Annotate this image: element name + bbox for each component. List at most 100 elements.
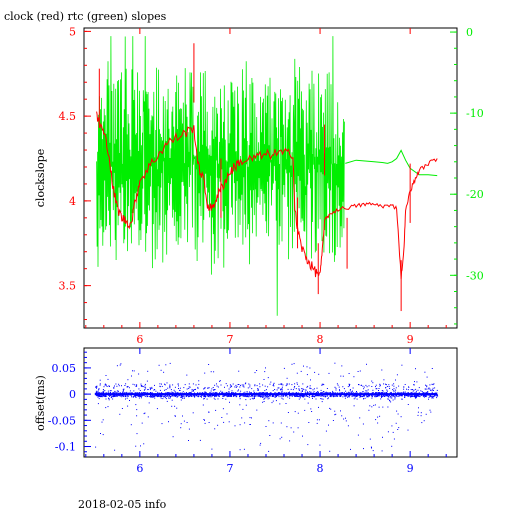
- offset-point: [221, 391, 223, 393]
- offset-point: [378, 406, 380, 408]
- offset-point: [362, 396, 364, 398]
- offset-point: [207, 395, 209, 397]
- offset-point: [415, 390, 417, 392]
- offset-point: [260, 442, 262, 444]
- offset-point: [432, 384, 434, 386]
- offset-point: [256, 370, 258, 371]
- offset-point: [318, 419, 320, 421]
- offset-point: [267, 396, 269, 398]
- offset-point: [306, 396, 308, 397]
- offset-point: [368, 394, 370, 396]
- offset-point: [321, 392, 323, 394]
- offset-point: [418, 395, 420, 397]
- offset-point: [203, 394, 205, 396]
- left-y-tick-label: 4: [69, 195, 76, 208]
- offset-point: [339, 390, 341, 392]
- offset-point: [210, 395, 212, 397]
- offset-point: [171, 395, 173, 397]
- offset-point: [131, 396, 133, 398]
- offset-point: [420, 390, 422, 392]
- offset-point: [136, 395, 138, 396]
- offset-point: [133, 390, 135, 392]
- offset-point: [174, 386, 176, 388]
- offset-point: [426, 385, 428, 387]
- offset-point: [229, 395, 230, 397]
- offset-point: [382, 406, 384, 408]
- offset-point: [296, 382, 298, 384]
- offset-point: [104, 396, 106, 397]
- offset-point: [142, 386, 144, 388]
- offset-point: [431, 368, 433, 369]
- offset-point: [289, 440, 291, 442]
- offset-point: [316, 419, 318, 421]
- offset-point: [156, 394, 158, 396]
- offset-point: [356, 391, 357, 392]
- offset-point: [113, 387, 115, 389]
- offset-point: [340, 395, 342, 397]
- offset-point: [286, 395, 288, 397]
- offset-point: [300, 391, 302, 393]
- offset-point: [99, 396, 101, 398]
- offset-point: [366, 363, 367, 365]
- offset-point: [104, 392, 106, 394]
- offset-point: [306, 386, 308, 388]
- offset-point: [180, 395, 182, 397]
- bottom-plot-frame: [83, 347, 458, 458]
- offset-point: [208, 387, 210, 389]
- offset-point: [404, 395, 406, 397]
- offset-point: [362, 395, 364, 397]
- offset-point: [116, 392, 118, 394]
- offset-point: [397, 429, 399, 430]
- offset-point: [300, 395, 301, 397]
- offset-point: [390, 401, 392, 403]
- offset-point: [395, 389, 397, 391]
- offset-point: [236, 385, 238, 387]
- offset-point: [122, 390, 124, 392]
- offset-point: [180, 399, 182, 401]
- offset-point: [353, 394, 354, 396]
- offset-point: [191, 389, 193, 391]
- offset-point: [99, 383, 101, 385]
- offset-point: [97, 390, 99, 392]
- offset-point: [116, 390, 118, 392]
- offset-point: [378, 388, 380, 389]
- left-y-tick-label: 3.5: [59, 280, 77, 293]
- offset-point: [168, 395, 170, 397]
- offset-point: [188, 386, 190, 388]
- offset-point: [295, 395, 297, 397]
- offset-point: [263, 398, 265, 400]
- offset-point: [298, 389, 300, 391]
- offset-point: [385, 387, 386, 389]
- offset-point: [417, 414, 419, 416]
- offset-point: [400, 395, 402, 396]
- offset-point: [125, 383, 127, 385]
- top-x-tick-label: 7: [226, 333, 233, 346]
- offset-point: [354, 392, 356, 394]
- offset-point: [189, 396, 191, 397]
- offset-point: [346, 392, 348, 394]
- offset-point: [144, 395, 146, 397]
- offset-point: [396, 410, 398, 412]
- offset-point: [181, 397, 183, 399]
- offset-point: [233, 395, 235, 397]
- offset-point: [169, 392, 171, 394]
- offset-point: [174, 390, 176, 392]
- offset-point: [382, 390, 384, 392]
- offset-point: [380, 396, 382, 397]
- offset-point: [278, 392, 280, 394]
- offset-point: [291, 395, 293, 397]
- offset-point: [385, 384, 387, 386]
- offset-point: [251, 397, 253, 399]
- offset-point: [189, 392, 191, 394]
- bottom-y-tick-label: 0: [69, 388, 76, 401]
- offset-point: [204, 392, 206, 394]
- offset-point: [307, 391, 308, 393]
- offset-point: [210, 396, 212, 398]
- offset-point: [98, 389, 100, 391]
- offset-point: [154, 389, 156, 390]
- offset-point: [192, 389, 194, 391]
- offset-point: [334, 386, 336, 388]
- offset-point: [379, 383, 381, 385]
- offset-point: [201, 396, 202, 398]
- offset-point: [391, 425, 393, 427]
